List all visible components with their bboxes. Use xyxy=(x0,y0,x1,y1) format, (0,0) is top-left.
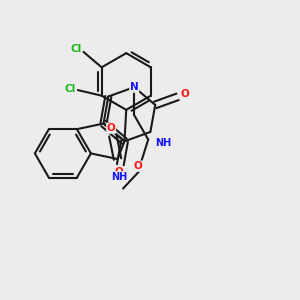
Text: Cl: Cl xyxy=(70,44,82,54)
Text: NH: NH xyxy=(155,137,171,148)
Text: O: O xyxy=(134,161,142,171)
Text: O: O xyxy=(115,167,123,177)
Text: N: N xyxy=(130,82,139,92)
Text: O: O xyxy=(107,123,116,133)
Text: NH: NH xyxy=(111,172,127,182)
Text: Cl: Cl xyxy=(65,84,76,94)
Text: O: O xyxy=(180,89,189,99)
